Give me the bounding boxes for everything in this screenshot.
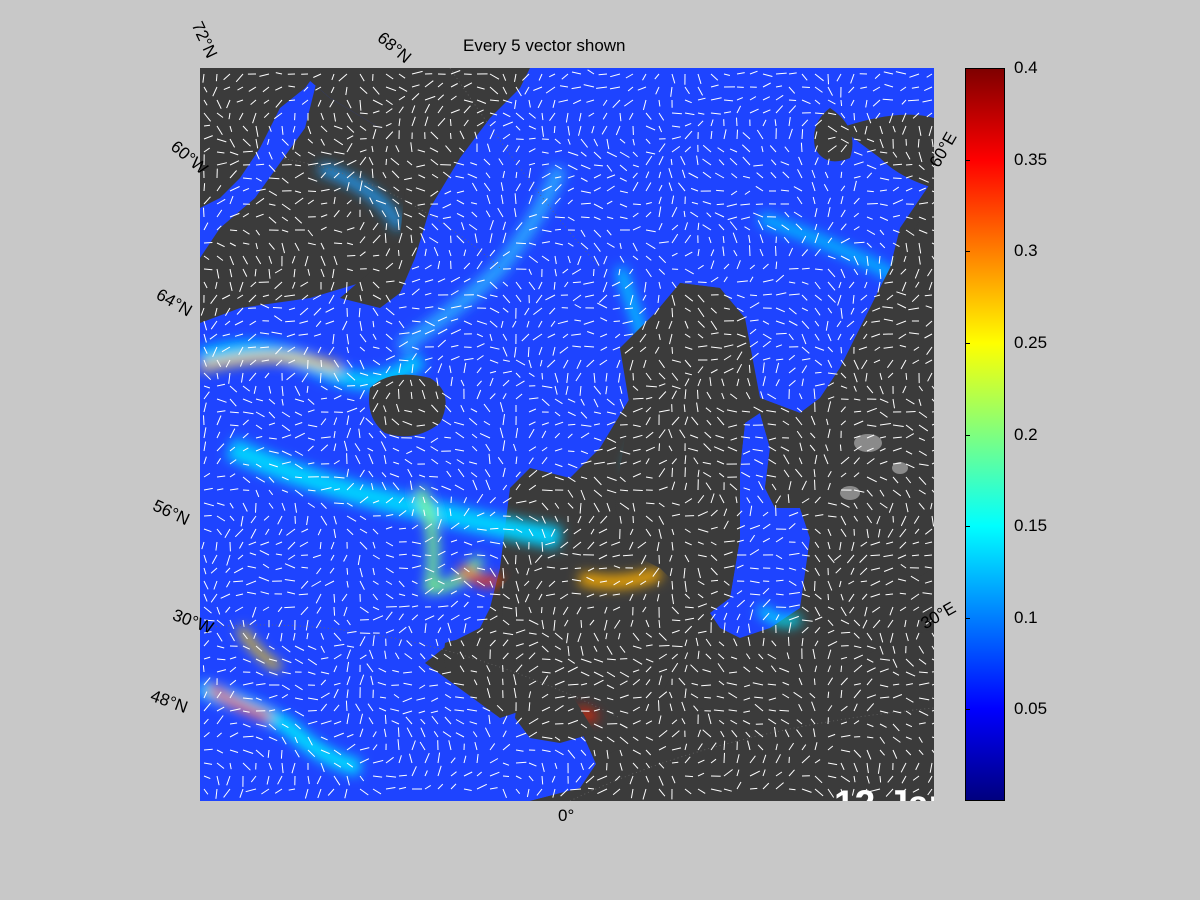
- baltic-sea: [710, 413, 810, 638]
- colorbar-tick-mark: [965, 526, 970, 528]
- velocity-vectors: [200, 69, 934, 800]
- date-label: 12-Jan-2010: [834, 783, 934, 801]
- colorbar-tick-mark: [965, 434, 970, 436]
- current-map: 12-Jan-2010: [200, 68, 934, 801]
- colorbar-tick-mark: [965, 709, 970, 711]
- land-masses: [200, 68, 934, 801]
- lat-label-68n: 68°N: [373, 28, 415, 68]
- lat-label-64n: 64°N: [153, 284, 196, 321]
- colorbar-tick-label: 0.15: [1014, 516, 1048, 536]
- map-title: Every 5 vector shown: [463, 36, 626, 55]
- lat-label-56n: 56°N: [149, 495, 193, 530]
- colorbar: [965, 68, 1005, 801]
- lakes: [840, 434, 908, 500]
- graticule: [200, 68, 934, 801]
- colorbar-tick-label: 0.05: [1014, 699, 1048, 719]
- map-canvas: [200, 68, 934, 801]
- colorbar-tick-label: 0.4: [1014, 58, 1038, 77]
- colorbar-tick-mark: [965, 68, 970, 69]
- colorbar-tick-label: 0.2: [1014, 424, 1038, 444]
- colorbar-tick-mark: [965, 159, 970, 161]
- colorbar-tick-label: 0.35: [1014, 149, 1048, 169]
- lon-label-0: 0°: [558, 806, 575, 825]
- ocean-area: [200, 68, 934, 801]
- lat-label-72n: 72°N: [187, 18, 222, 62]
- lat-label-48n: 48°N: [148, 686, 191, 717]
- colorbar-tick-label: 0.1: [1014, 607, 1038, 627]
- colorbar-tick-mark: [965, 251, 970, 253]
- colorbar-tick-label: 0.25: [1014, 332, 1048, 352]
- colorbar-tick-mark: [965, 617, 970, 619]
- colorbar-tick-label: 0.3: [1014, 241, 1038, 261]
- colorbar-tick-mark: [965, 342, 970, 344]
